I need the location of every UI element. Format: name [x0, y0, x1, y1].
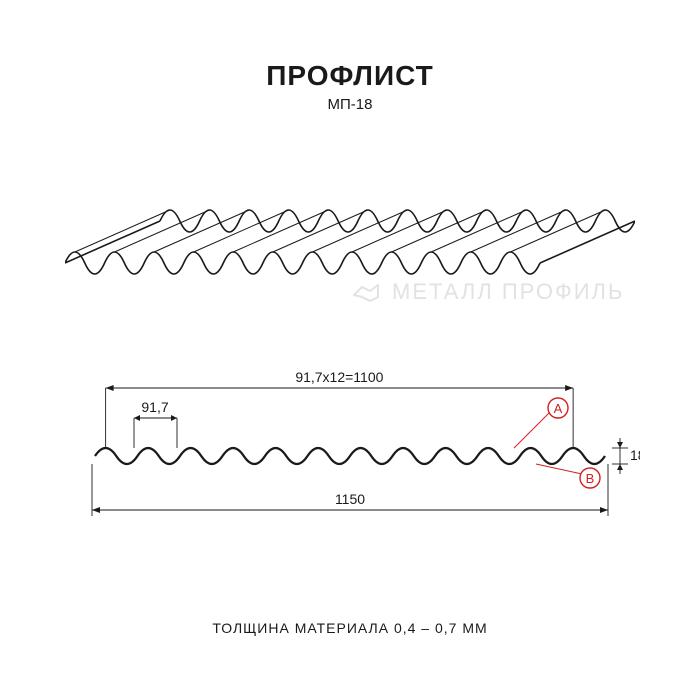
dim-height-label: 18 — [630, 447, 640, 463]
arrow-top-left — [106, 385, 114, 391]
marker-b-label: B — [586, 471, 595, 486]
iso-front-edge — [65, 252, 540, 274]
watermark: МЕТАЛЛ ПРОФИЛЬ — [350, 275, 624, 309]
watermark-logo-icon — [350, 275, 384, 309]
dim-top-span-label: 91,7х12=1100 — [295, 369, 383, 385]
iso-sheet-drawing — [65, 145, 635, 285]
iso-ridge-lines — [75, 210, 605, 252]
section-drawing: 91,7х12=1100 91,7 1150 1 — [60, 360, 640, 540]
watermark-text: МЕТАЛЛ ПРОФИЛЬ — [392, 279, 624, 305]
dim-bottom-span-label: 1150 — [335, 491, 365, 507]
leader-b — [536, 464, 582, 474]
dim-bottom-span — [92, 464, 608, 516]
marker-a-label: A — [554, 401, 563, 416]
iso-right-edge — [540, 221, 635, 263]
iso-ridge-line — [75, 210, 170, 252]
arrow-top-right — [565, 385, 573, 391]
material-thickness-note: ТОЛЩИНА МАТЕРИАЛА 0,4 – 0,7 ММ — [0, 620, 700, 636]
diagram-title: ПРОФЛИСТ — [0, 60, 700, 92]
section-wave — [95, 448, 605, 464]
iso-left-edge — [65, 221, 160, 263]
dim-pitch — [134, 415, 177, 448]
leader-a — [514, 412, 550, 448]
dim-pitch-label: 91,7 — [141, 399, 168, 415]
diagram-subtitle: МП-18 — [0, 96, 700, 113]
page: ПРОФЛИСТ МП-18 МЕТАЛЛ ПРОФИЛЬ 91,7х12=11… — [0, 0, 700, 700]
dim-height — [612, 438, 628, 474]
